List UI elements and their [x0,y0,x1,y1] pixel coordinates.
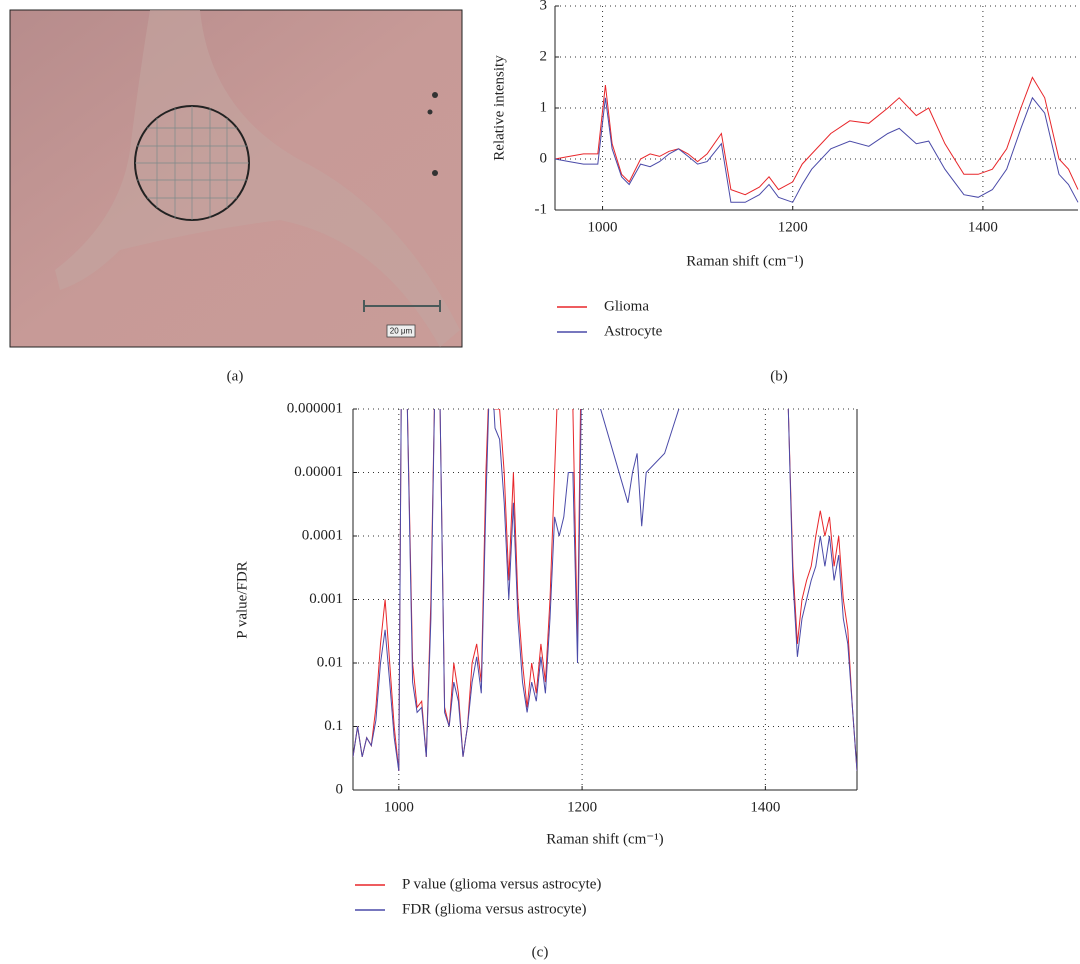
roi-grid [135,106,249,220]
micrograph: 20 μm (a) [9,9,463,384]
panel-label: (b) [770,368,788,384]
panel-label: (c) [532,944,549,960]
y-tick-label: 0 [540,150,548,166]
y-tick-label: 0.0001 [302,527,343,543]
cell-body [55,10,460,347]
x-tick-label: 1000 [384,799,414,815]
x-tick-label: 1200 [778,219,808,235]
series-line [555,76,1079,196]
scale-bar-label: 20 μm [390,327,413,336]
x-tick-label: 1400 [968,219,998,235]
x-tick-label: 1400 [750,799,780,815]
x-axis-label: Raman shift (cm⁻¹) [546,831,663,847]
panel-label: (a) [227,368,244,384]
legend-label: Glioma [604,298,649,314]
x-tick-label: 1000 [588,219,618,235]
x-axis-label: Raman shift (cm⁻¹) [686,253,803,269]
y-axis-label: P value/FDR [234,561,250,638]
y-tick-label: 0.01 [317,654,343,670]
y-tick-label: 2 [540,48,548,64]
series-line [555,96,1079,203]
y-tick-label: 1 [540,99,548,115]
legend-label: P value (glioma versus astrocyte) [402,876,601,892]
legend-label: FDR (glioma versus astrocyte) [402,901,587,917]
y-tick-label: 0.00001 [294,464,343,480]
y-tick-label: 3 [540,0,548,13]
y-tick-label: 0 [336,781,344,797]
y-axis-label: Relative intensity [491,55,507,161]
y-tick-label: 0.001 [309,591,343,607]
x-tick-label: 1200 [567,799,597,815]
y-tick-label: 0.1 [324,718,343,734]
series-line [353,409,857,771]
y-tick-label: -1 [535,201,548,217]
legend-label: Astrocyte [604,323,663,339]
y-tick-label: 0.000001 [287,400,343,416]
